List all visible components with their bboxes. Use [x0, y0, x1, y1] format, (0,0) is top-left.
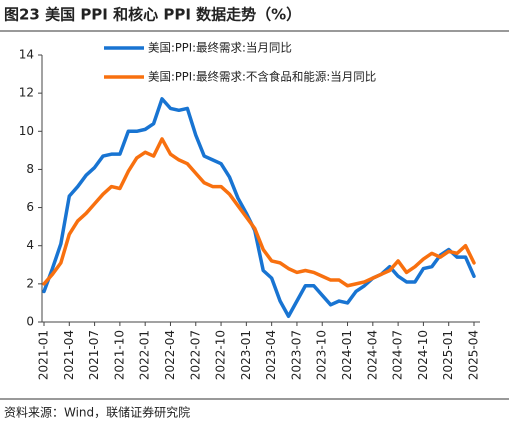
x-tick-label: 2023-04	[264, 330, 278, 380]
x-tick-label: 2023-10	[315, 330, 329, 380]
x-tick-label: 2021-01	[37, 330, 51, 380]
x-tick-label: 2021-10	[112, 330, 126, 380]
y-tick-label: 8	[26, 162, 34, 176]
y-tick-label: 4	[26, 238, 34, 252]
y-tick-label: 6	[26, 200, 34, 214]
x-tick-label: 2022-01	[138, 330, 152, 380]
x-tick-label: 2025-01	[441, 330, 455, 380]
x-tick-label: 2021-07	[87, 330, 101, 380]
x-tick-label: 2022-04	[163, 330, 177, 380]
x-tick-label: 2024-04	[365, 330, 379, 380]
series-line	[42, 97, 476, 319]
x-tick-label: 2022-07	[188, 330, 202, 380]
y-tick-label: 10	[19, 124, 34, 138]
x-tick-label: 2024-01	[340, 330, 354, 380]
x-tick-label: 2024-10	[416, 330, 430, 380]
x-tick-label: 2022-10	[214, 330, 228, 380]
x-tick-label: 2023-01	[239, 330, 253, 380]
x-tick-label: 2021-04	[62, 330, 76, 380]
y-tick-label: 2	[26, 276, 34, 290]
y-tick-label: 0	[26, 315, 34, 329]
legend-label: 美国:PPI:最终需求:当月同比	[148, 41, 292, 55]
x-tick-label: 2023-07	[289, 330, 303, 380]
series-line	[42, 137, 476, 288]
legend-label: 美国:PPI:最终需求:不含食品和能源:当月同比	[148, 70, 376, 84]
y-tick-label: 12	[19, 86, 34, 100]
y-tick-label: 14	[19, 48, 34, 62]
source-note: 资料来源：Wind，联储证券研究院	[4, 405, 190, 420]
chart-title: 图23 美国 PPI 和核心 PPI 数据走势（%）	[4, 6, 301, 24]
x-tick-label: 2024-07	[391, 330, 405, 380]
x-tick-label: 2025-04	[467, 330, 481, 380]
